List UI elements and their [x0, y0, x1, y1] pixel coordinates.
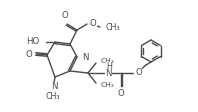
Text: HO: HO	[26, 37, 39, 46]
Text: N: N	[51, 82, 57, 91]
Text: CH₃: CH₃	[101, 58, 115, 64]
Text: O: O	[135, 68, 142, 76]
Text: N: N	[105, 69, 111, 78]
Text: CH₃: CH₃	[101, 82, 115, 88]
Text: O: O	[25, 50, 32, 58]
Text: O: O	[90, 18, 97, 28]
Text: CH₃: CH₃	[106, 23, 121, 31]
Text: O: O	[118, 89, 124, 98]
Text: N: N	[82, 53, 89, 61]
Text: H: H	[106, 62, 112, 71]
Text: O: O	[62, 11, 68, 20]
Text: CH₃: CH₃	[46, 92, 60, 101]
